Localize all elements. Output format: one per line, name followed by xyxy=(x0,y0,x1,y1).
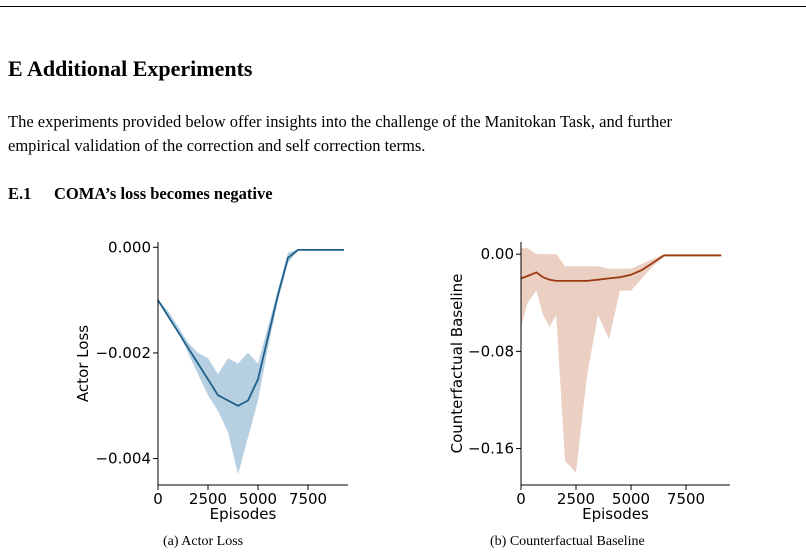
top-rule xyxy=(0,6,806,7)
x-tick-label: 7500 xyxy=(289,490,327,508)
y-tick-label: −0.08 xyxy=(468,342,514,360)
counterfactual-baseline-chart: 0.00 −0.08 −0.16 0 2500 5000 7500 Episodes Cou… xyxy=(448,242,730,523)
y-tick-label: −0.002 xyxy=(95,344,151,362)
x-axis-label: Episodes xyxy=(582,505,649,523)
variance-band xyxy=(521,248,722,473)
subsection-title: COMA’s loss becomes negative xyxy=(54,184,273,203)
variance-band xyxy=(158,249,344,475)
figure-caption-b: (b) Counterfactual Baseline xyxy=(490,534,645,549)
x-tick-label: 5000 xyxy=(239,490,277,508)
x-tick-label: 0 xyxy=(516,490,526,508)
y-axis-label: Actor Loss xyxy=(74,325,92,402)
series-line xyxy=(520,254,722,282)
section-paragraph: The experiments provided below offer ins… xyxy=(8,110,804,158)
series-line xyxy=(157,248,344,407)
x-axis-label: Episodes xyxy=(210,505,277,523)
subsection-number: E.1 xyxy=(8,184,32,203)
y-tick-label: 0.00 xyxy=(481,245,514,263)
y-axis-label: Counterfactual Baseline xyxy=(448,274,466,454)
figure-caption-a: (a) Actor Loss xyxy=(163,534,244,549)
x-tick-label: 2500 xyxy=(189,490,227,508)
x-tick-label: 5000 xyxy=(612,490,650,508)
y-tick-label: −0.16 xyxy=(468,440,514,458)
x-tick-label: 0 xyxy=(153,490,163,508)
paragraph-line-2: empirical validation of the correction a… xyxy=(8,136,426,155)
x-tick-label: 2500 xyxy=(557,490,595,508)
y-tick-label: 0.000 xyxy=(108,238,151,256)
x-tick-label: 7500 xyxy=(667,490,705,508)
paragraph-line-1: The experiments provided below offer ins… xyxy=(8,112,673,131)
subsection-heading: E.1 COMA’s loss becomes negative xyxy=(8,184,273,204)
section-title: E Additional Experiments xyxy=(8,56,253,81)
y-tick-label: −0.004 xyxy=(95,450,151,468)
